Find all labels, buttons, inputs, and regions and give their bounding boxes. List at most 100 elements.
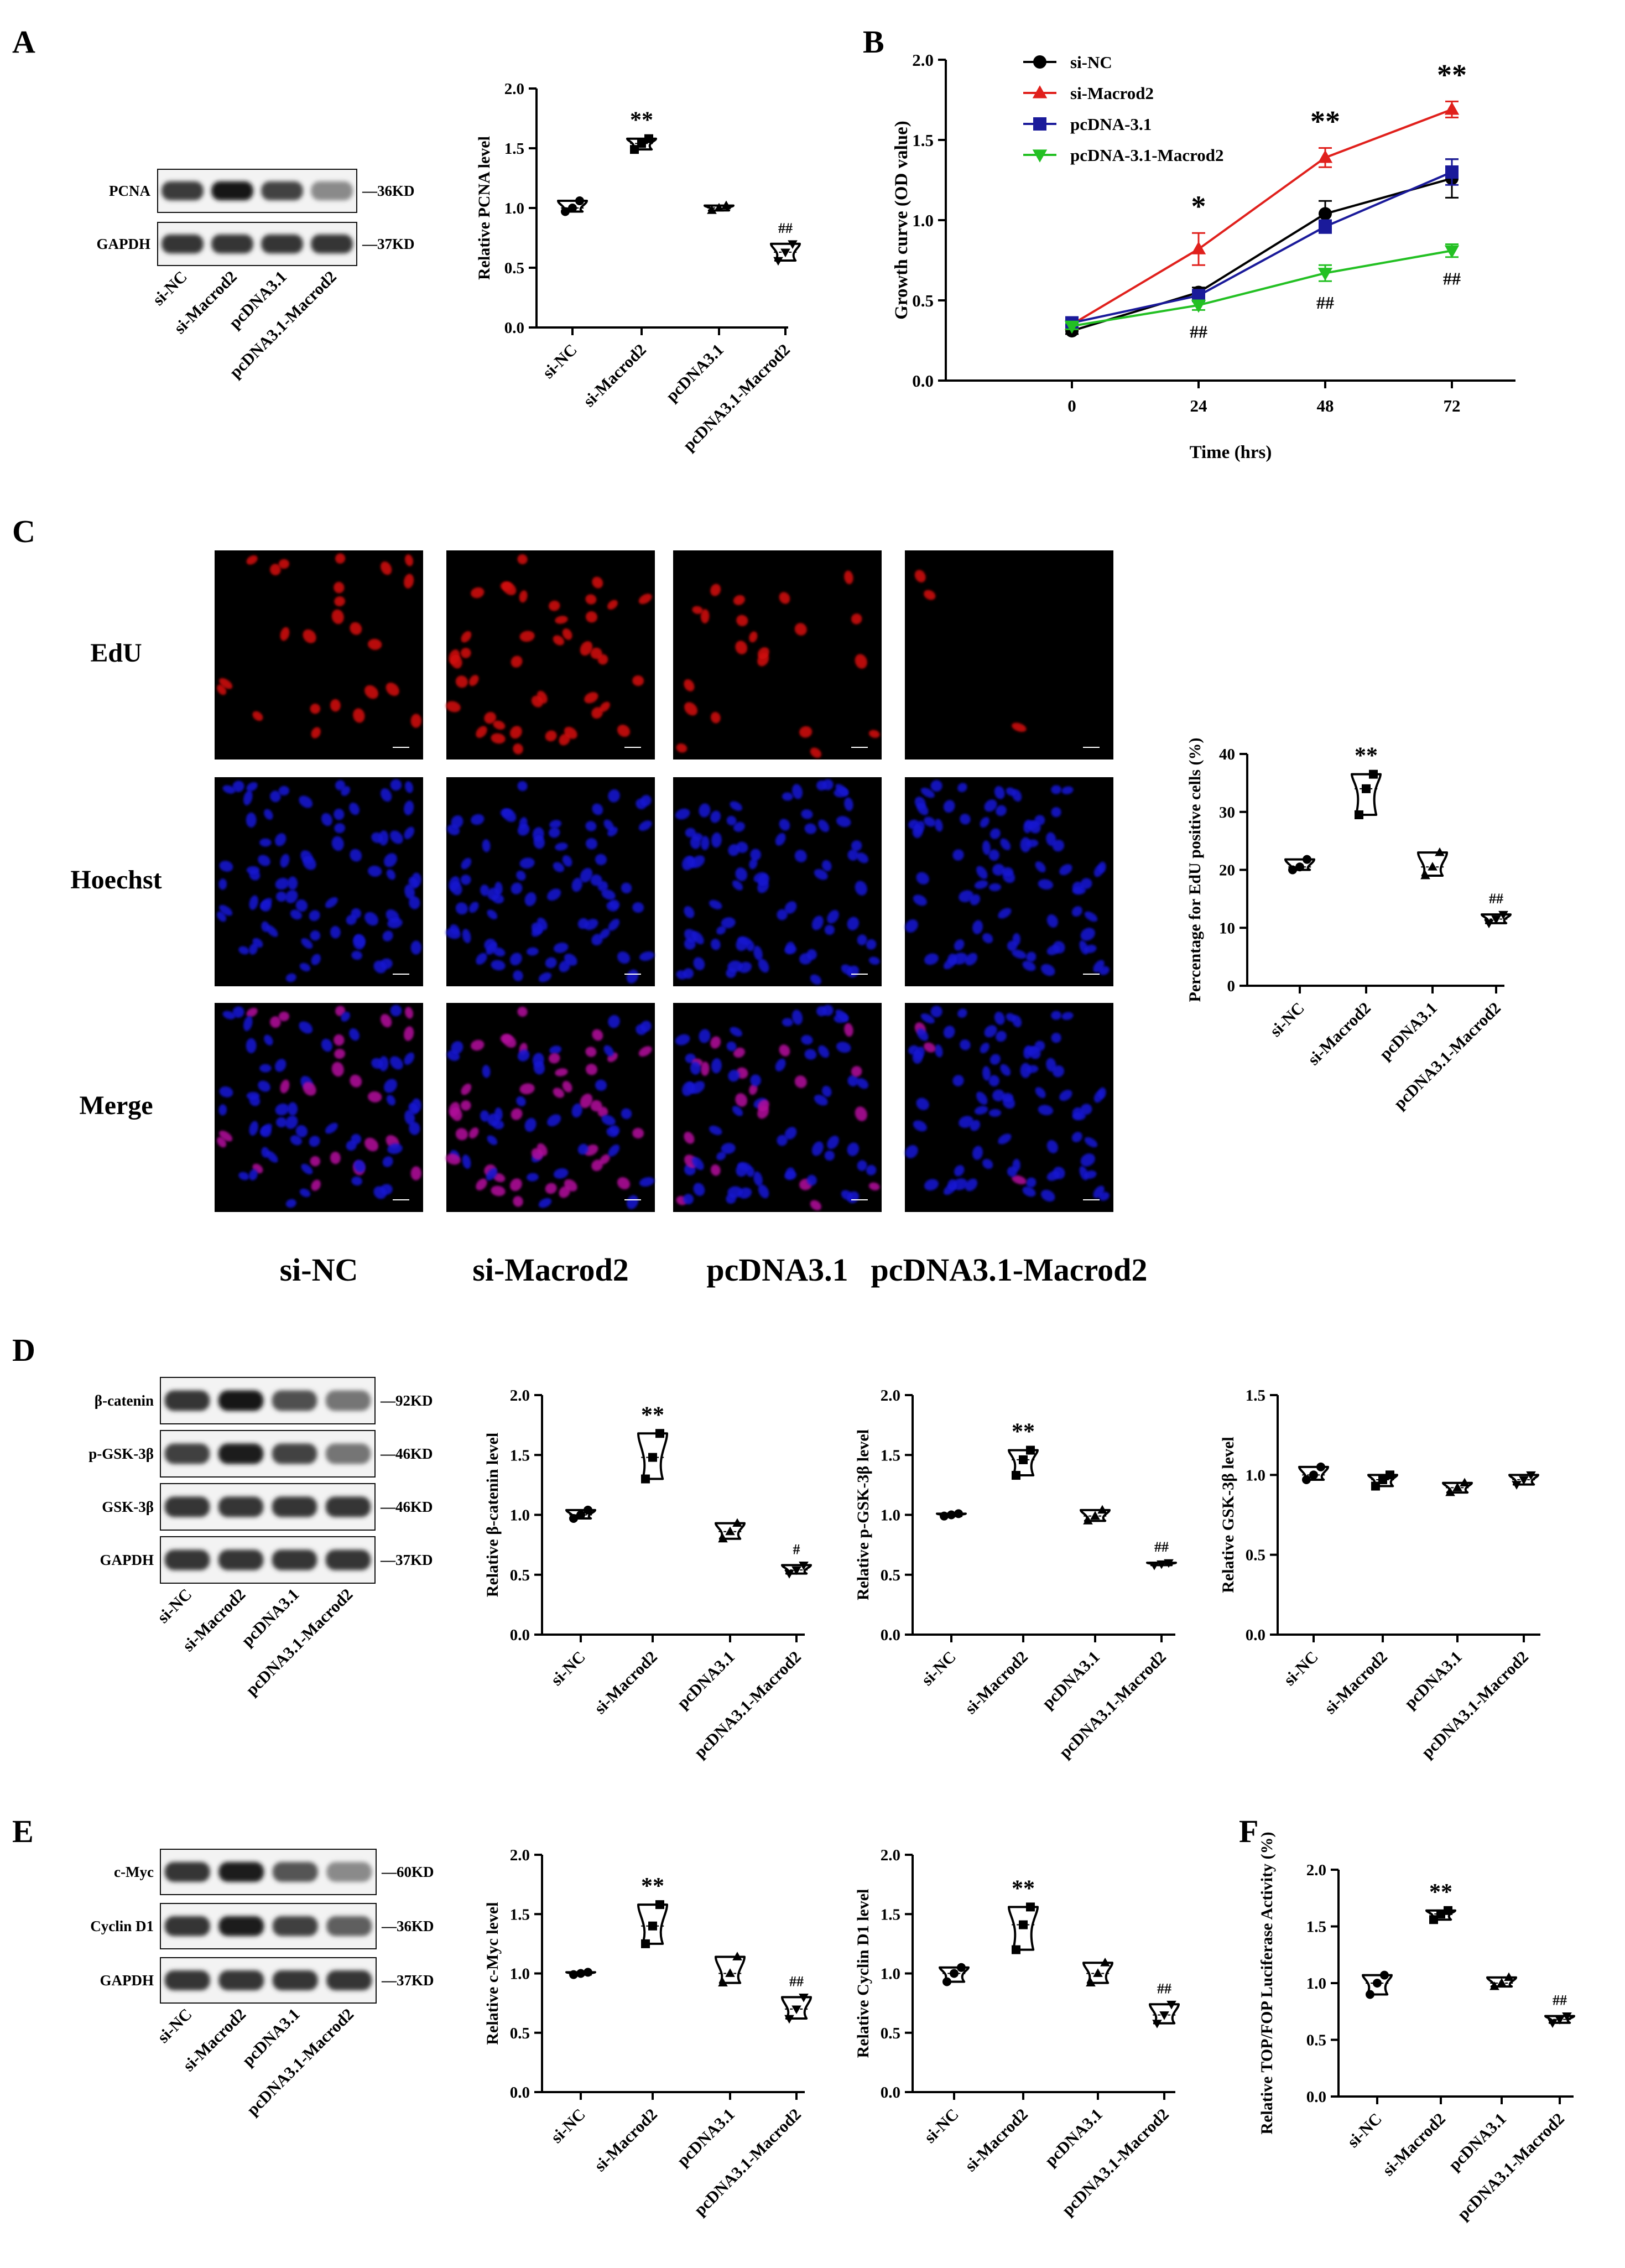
nucleus bbox=[912, 825, 923, 839]
y-tick-label: 0.0 bbox=[504, 319, 524, 337]
nucleus bbox=[726, 1041, 737, 1052]
nucleus bbox=[502, 809, 517, 822]
blot-band bbox=[218, 1861, 264, 1882]
nucleus bbox=[733, 595, 745, 605]
nucleus bbox=[988, 1075, 999, 1086]
nucleus bbox=[992, 863, 1005, 876]
nucleus bbox=[777, 909, 788, 920]
nucleus bbox=[603, 1045, 614, 1057]
data-point bbox=[569, 1970, 578, 1979]
data-point bbox=[1093, 1968, 1103, 1977]
chart-B-growth: 0.0 0.5 1.0 1.5 2.0 0 24 48 72 Time (hrs) Growth c… bbox=[892, 50, 1515, 462]
blot-size-marker: —37KD bbox=[380, 1552, 433, 1568]
micrograph-tile-edu bbox=[215, 550, 423, 760]
nucleus bbox=[1093, 1185, 1105, 1199]
nucleus bbox=[461, 631, 472, 643]
nucleus bbox=[341, 786, 351, 796]
micrograph-tile-hoechst bbox=[215, 777, 423, 986]
blot-band bbox=[326, 1970, 372, 1991]
nucleus bbox=[779, 1044, 790, 1057]
nucleus bbox=[562, 628, 572, 640]
blot-lane-label: pcDNA3.1-Macrod2 bbox=[243, 2005, 357, 2119]
nucleus bbox=[721, 917, 736, 929]
nucleus bbox=[912, 1050, 923, 1064]
blot-protein-label: Cyclin D1 bbox=[90, 1918, 154, 1934]
micrograph-background bbox=[215, 550, 423, 760]
data-point bbox=[1026, 1445, 1035, 1455]
nucleus bbox=[334, 581, 345, 594]
y-tick-label: 0.5 bbox=[881, 1567, 900, 1584]
nucleus bbox=[980, 1042, 989, 1054]
nucleus bbox=[851, 1066, 862, 1077]
data-point bbox=[584, 1968, 592, 1977]
nucleus bbox=[710, 810, 721, 823]
nucleus bbox=[952, 1075, 964, 1086]
nucleus bbox=[733, 1047, 745, 1058]
violin-outline bbox=[1284, 858, 1315, 871]
nucleus bbox=[346, 914, 357, 925]
nucleus bbox=[982, 840, 991, 855]
nucleus bbox=[335, 553, 346, 564]
nucleus bbox=[728, 1069, 740, 1082]
y-tick-label: 0 bbox=[1227, 977, 1236, 995]
blot-band bbox=[164, 1916, 210, 1937]
data-point bbox=[641, 1474, 650, 1484]
blot-band bbox=[164, 1970, 210, 1991]
significance-mark: ** bbox=[630, 108, 653, 133]
y-tick-label: 2.0 bbox=[881, 1846, 900, 1864]
nucleus bbox=[249, 943, 258, 955]
nucleus bbox=[976, 1091, 988, 1105]
y-tick-label: 1.0 bbox=[912, 211, 934, 230]
series-point bbox=[1445, 165, 1459, 179]
y-tick-label: 1.5 bbox=[912, 131, 934, 150]
data-point bbox=[954, 1509, 963, 1518]
nucleus bbox=[295, 1125, 308, 1137]
nucleus bbox=[758, 959, 769, 973]
series-point bbox=[1317, 268, 1333, 281]
data-point bbox=[1386, 1470, 1394, 1480]
nucleus bbox=[916, 1097, 929, 1110]
nucleus bbox=[493, 720, 506, 730]
nucleus bbox=[1012, 722, 1027, 732]
nucleus bbox=[509, 953, 522, 966]
nucleus bbox=[555, 1068, 568, 1076]
data-point bbox=[707, 205, 717, 214]
nucleus bbox=[404, 574, 414, 589]
nucleus bbox=[710, 1164, 721, 1176]
nucleus bbox=[303, 856, 316, 870]
nucleus bbox=[804, 1049, 817, 1060]
nucleus bbox=[709, 1125, 722, 1135]
nucleus bbox=[351, 950, 362, 960]
nucleus bbox=[847, 1142, 860, 1156]
nucleus bbox=[278, 1011, 290, 1022]
nucleus bbox=[782, 1018, 793, 1027]
nucleus bbox=[311, 954, 321, 965]
nucleus bbox=[387, 918, 403, 929]
nucleus bbox=[639, 951, 655, 961]
x-axis-label: Time (hrs) bbox=[1190, 443, 1272, 462]
nucleus bbox=[353, 708, 365, 723]
y-tick-label: 0.5 bbox=[1246, 1547, 1265, 1564]
nucleus bbox=[775, 833, 786, 846]
nucleus bbox=[334, 1049, 345, 1059]
blot-size-marker: —37KD bbox=[381, 1972, 434, 1989]
y-tick-label: 0.0 bbox=[881, 1626, 900, 1644]
nucleus bbox=[384, 1079, 397, 1093]
nucleus bbox=[1052, 1065, 1065, 1078]
blot-lane-label: si-NC bbox=[154, 2005, 196, 2047]
nucleus bbox=[726, 815, 737, 826]
nucleus bbox=[266, 1151, 278, 1163]
data-point bbox=[1420, 870, 1430, 880]
x-tick-label: pcDNA3.1 bbox=[1376, 999, 1441, 1064]
blot-band bbox=[162, 234, 204, 254]
nucleus bbox=[482, 839, 491, 852]
blot-lane-label: pcDNA3.1-Macrod2 bbox=[242, 1585, 356, 1699]
nucleus bbox=[794, 1075, 807, 1088]
data-point bbox=[1512, 1481, 1522, 1490]
nucleus bbox=[603, 819, 614, 831]
data-point bbox=[784, 1570, 794, 1579]
nucleus bbox=[930, 1006, 942, 1018]
x-tick-label: si-NC bbox=[539, 341, 581, 382]
y-tick-label: 1.5 bbox=[1306, 1918, 1326, 1936]
